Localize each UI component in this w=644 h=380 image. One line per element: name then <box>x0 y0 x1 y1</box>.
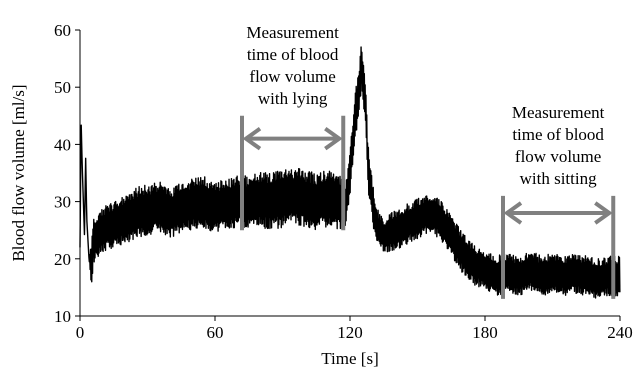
annotation-text-line: flow volume <box>515 147 601 166</box>
annotation: Measurement time of blood flow volume with … <box>501 103 616 299</box>
annotation-text-line: time of blood <box>247 45 339 64</box>
x-tick-label: 0 <box>76 323 85 342</box>
x-axis-title: Time [s] <box>321 349 378 368</box>
annotation-arrowhead-left <box>242 127 262 151</box>
y-tick-label: 60 <box>54 21 71 40</box>
x-tick-label: 240 <box>607 323 633 342</box>
annotation-arrowhead-right <box>324 127 343 151</box>
annotation-text-line: with sitting <box>520 169 597 188</box>
x-tick-label: 180 <box>472 323 498 342</box>
series-line <box>79 46 621 299</box>
x-tick-label: 60 <box>207 323 224 342</box>
y-tick-label: 40 <box>54 135 71 154</box>
annotation-arrowhead-right <box>594 201 613 225</box>
y-tick-label: 30 <box>54 193 71 212</box>
y-axis-title: Blood flow volume [ml/s] <box>9 84 28 261</box>
annotation-text-line: Measurement <box>512 103 605 122</box>
x-tick-label: 120 <box>337 323 363 342</box>
annotation-text-line: Measurement <box>246 23 339 42</box>
annotation: Measurement time of blood flow volume with … <box>240 23 346 231</box>
annotation-layer: Measurement time of blood flow volume with … <box>240 23 616 299</box>
annotation-text-line: time of blood <box>512 125 604 144</box>
y-tick-label: 50 <box>54 78 71 97</box>
label-layer: Time [s] Blood flow volume [ml/s] 10 20 30… <box>9 21 633 368</box>
annotation-text-line: with lying <box>258 89 328 108</box>
annotation-arrowhead-left <box>503 201 523 225</box>
data-layer <box>79 46 621 299</box>
axis-layer <box>75 29 621 321</box>
annotation-text-line: flow volume <box>249 67 335 86</box>
y-tick-label: 10 <box>54 307 71 326</box>
y-tick-label: 20 <box>54 250 71 269</box>
